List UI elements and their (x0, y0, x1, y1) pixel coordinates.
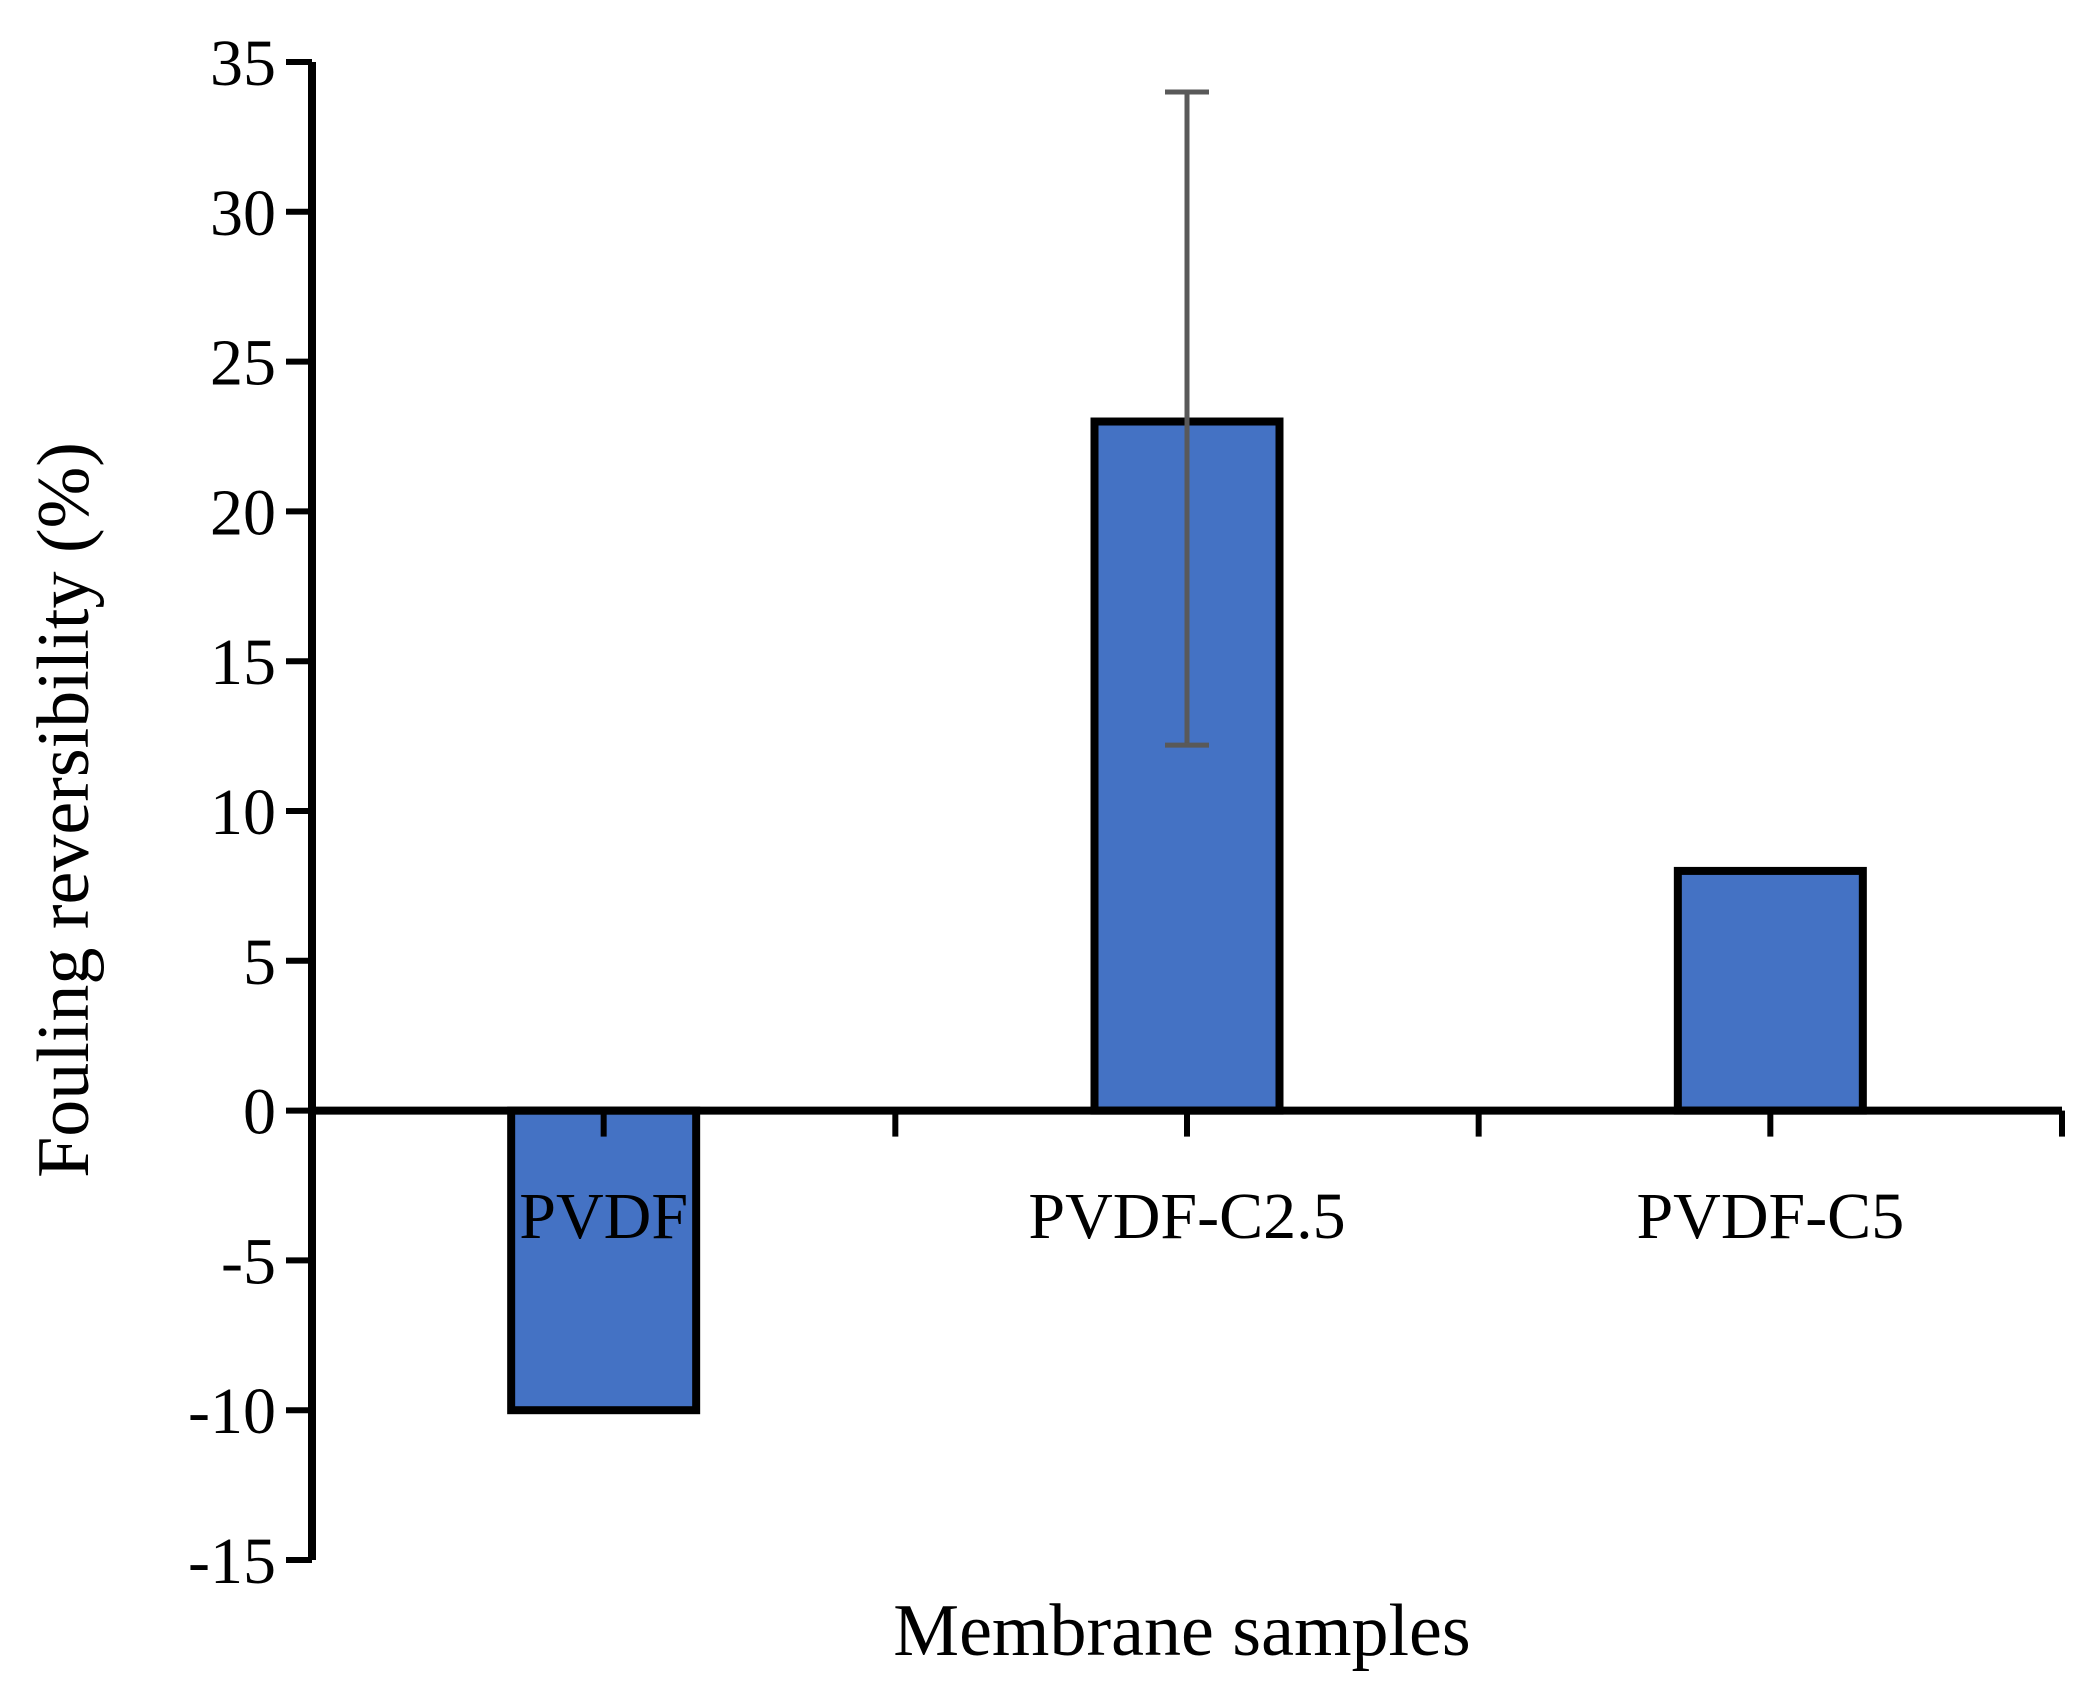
x-axis-title: Membrane samples (893, 1590, 1470, 1672)
x-tick-label: PVDF (519, 1180, 688, 1253)
y-tick-label: -5 (221, 1225, 276, 1298)
y-tick-label: 15 (210, 626, 276, 699)
bar-pvdf-c5 (1673, 866, 1867, 1115)
x-tick-label: PVDF-C2.5 (1028, 1180, 1345, 1253)
bar-pvdf (507, 1106, 701, 1415)
y-tick-label: 35 (210, 27, 276, 100)
y-tick-label: 25 (210, 327, 276, 400)
y-tick-label: -10 (188, 1375, 276, 1448)
axes-layer (286, 59, 2065, 1563)
y-tick-label: 10 (210, 776, 276, 849)
y-tick-label: 0 (243, 1076, 276, 1149)
y-tick-label: -15 (188, 1525, 276, 1598)
labels-layer: PVDF PVDF-C2.5 PVDF-C5 -15 -10 -5 0 5 10 15 20 25 30… (188, 27, 1904, 1598)
y-tick-label: 20 (210, 476, 276, 549)
y-tick-label: 5 (243, 926, 276, 999)
x-tick-label: PVDF-C5 (1636, 1180, 1904, 1253)
y-axis-title: Fouling reversibility (%) (23, 442, 105, 1178)
error-bar-pvdf-c2-5 (1165, 89, 1209, 748)
error-bars-layer (1165, 89, 1209, 748)
y-tick-label: 30 (210, 177, 276, 250)
